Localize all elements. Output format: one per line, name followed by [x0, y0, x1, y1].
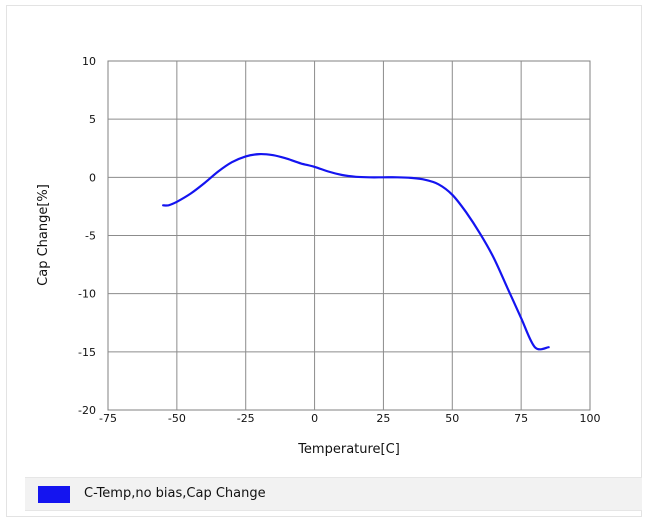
y-tick-label: -10 — [78, 288, 96, 301]
legend: C-Temp,no bias,Cap Change — [25, 477, 642, 511]
y-tick-label: 0 — [89, 171, 96, 184]
series-line-cap-change — [162, 152, 550, 351]
y-tick-label: -15 — [78, 346, 96, 359]
y-tick-label: 5 — [89, 113, 96, 126]
x-tick-label: 0 — [311, 412, 318, 425]
y-tick-label: -20 — [78, 404, 96, 417]
y-tick-label: 10 — [82, 55, 96, 68]
grid-horizontal — [108, 118, 590, 353]
x-tick-label: -25 — [237, 412, 255, 425]
x-tick-label: 75 — [514, 412, 528, 425]
x-tick-label: -50 — [168, 412, 186, 425]
x-tick-label: 50 — [445, 412, 459, 425]
x-tick-labels: -75 -50 -25 0 25 50 75 100 — [99, 412, 600, 425]
legend-label: C-Temp,no bias,Cap Change — [84, 486, 266, 501]
x-tick-label: -75 — [99, 412, 117, 425]
x-axis-title: Temperature[C] — [297, 442, 400, 457]
chart-panel: -75 -50 -25 0 25 50 75 100 10 5 0 -5 -10 -15 -20 Temp… — [6, 5, 642, 517]
x-tick-label: 100 — [580, 412, 601, 425]
y-tick-labels: 10 5 0 -5 -10 -15 -20 — [78, 55, 96, 417]
y-axis-title: Cap Change[%] — [36, 184, 51, 286]
x-tick-label: 25 — [376, 412, 390, 425]
legend-swatch — [38, 486, 70, 503]
y-tick-label: -5 — [85, 230, 96, 243]
